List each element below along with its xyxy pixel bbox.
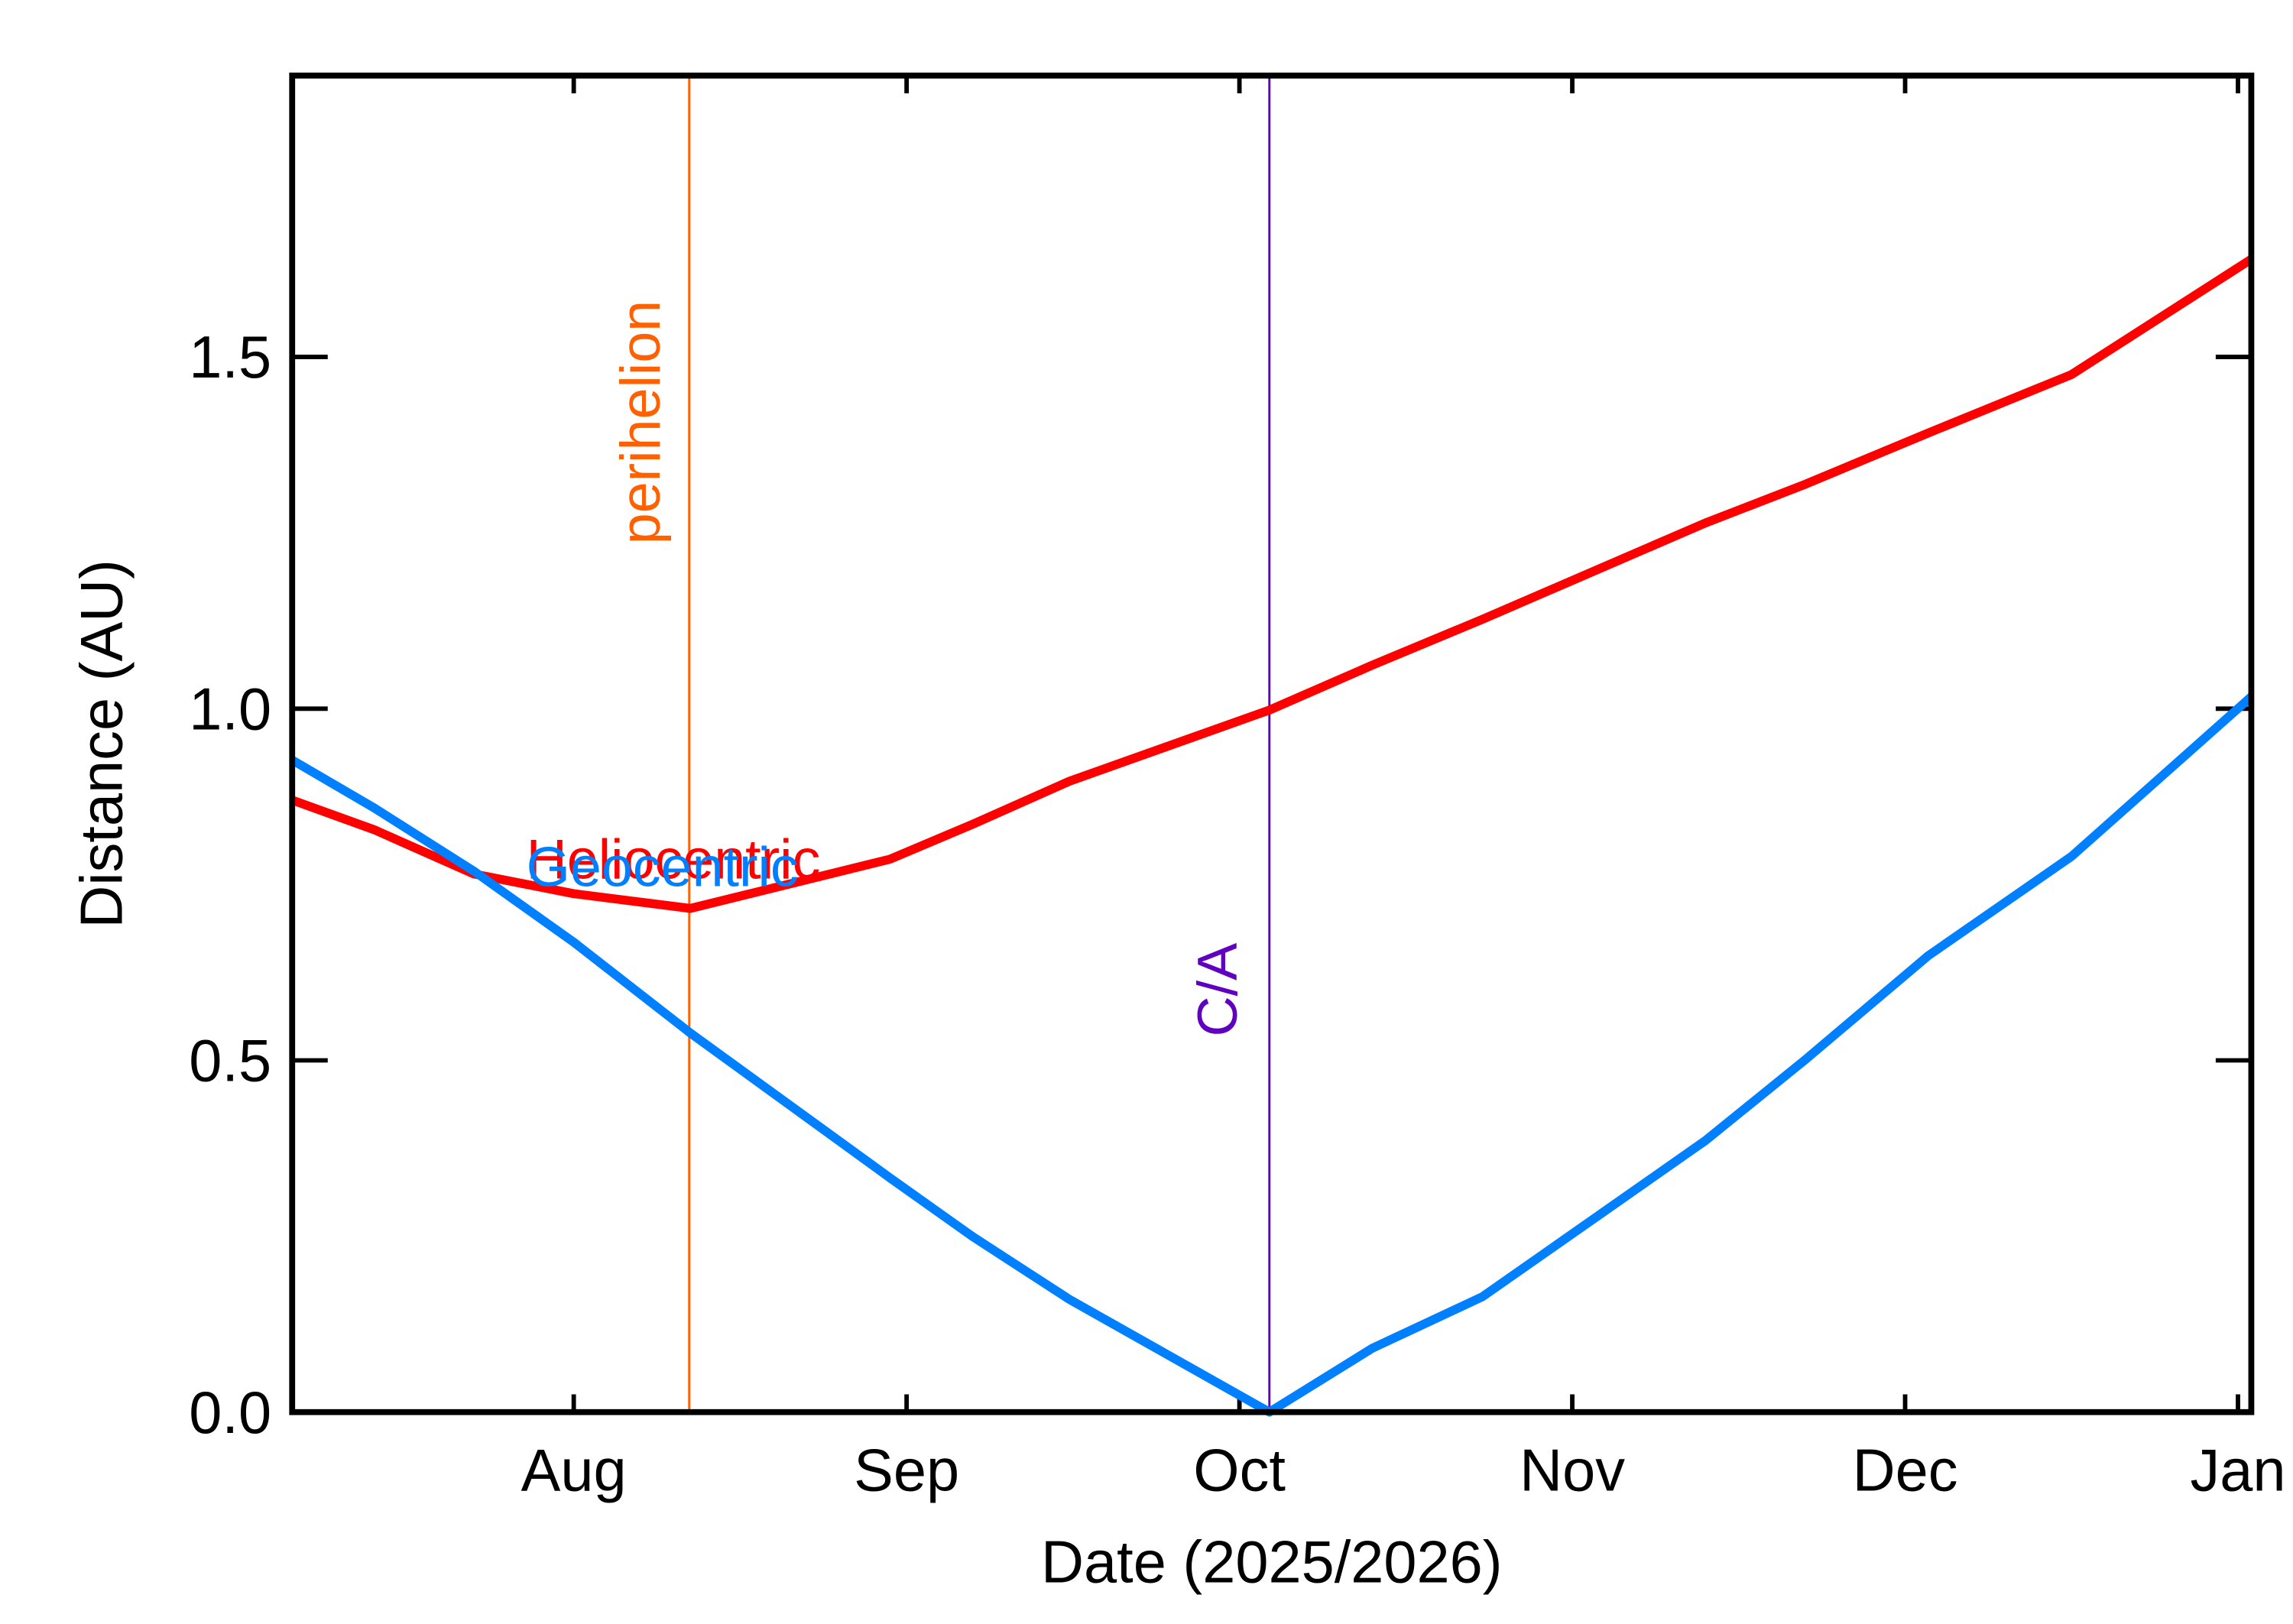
- series-line: [290, 693, 2255, 1417]
- x-tick-label: Jan: [2190, 1438, 2285, 1504]
- y-tick-label: 0.0: [189, 1380, 271, 1446]
- x-tick-label: Dec: [1853, 1438, 1958, 1504]
- y-tick-label: 1.0: [189, 676, 271, 742]
- legend-label: Geocentric: [527, 835, 799, 898]
- y-tick-label: 1.5: [189, 325, 271, 391]
- y-axis-label: Distance (AU): [69, 559, 135, 929]
- event-label: C/A: [1185, 943, 1249, 1037]
- series-line: [290, 255, 2254, 913]
- x-axis-label: Date (2025/2026): [1041, 1530, 1503, 1596]
- x-tick-label: Aug: [521, 1438, 627, 1504]
- legend-label: Heliocentric: [527, 828, 821, 891]
- plot-frame: [289, 73, 2255, 1415]
- event-label: perihelion: [608, 300, 672, 544]
- x-tick-label: Nov: [1519, 1438, 1625, 1504]
- y-tick-label: 0.5: [189, 1029, 271, 1094]
- x-tick-label: Sep: [854, 1438, 959, 1504]
- x-tick-label: Oct: [1193, 1438, 1286, 1504]
